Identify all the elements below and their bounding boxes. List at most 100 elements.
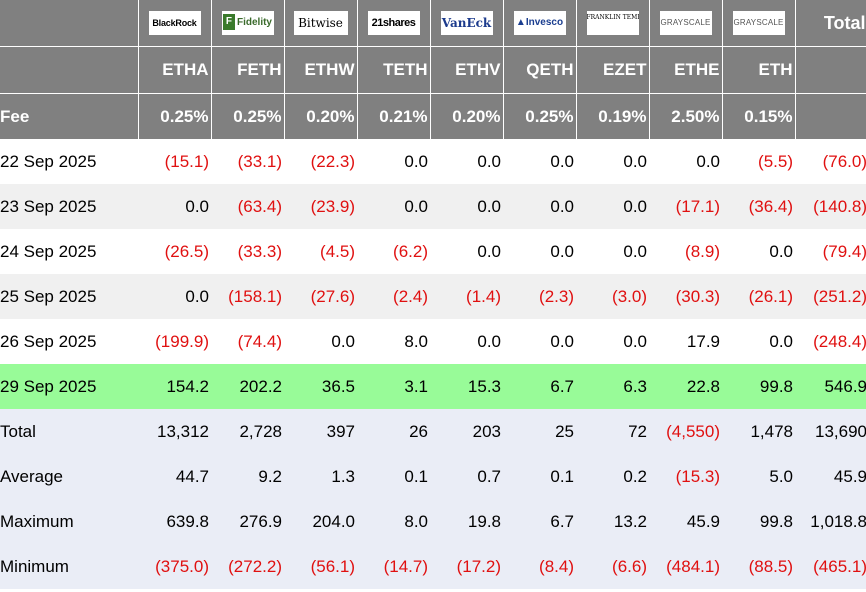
stat-value: 203 [430,409,503,454]
ticker-label: ETH [722,46,796,94]
ticker-label: ETHW [284,46,358,94]
stat-value: 9.2 [211,454,284,499]
stat-value: 0.2 [576,454,649,499]
flow-value: (22.3) [310,151,355,171]
ticker-label: EZET [576,46,650,94]
stat-value: 1,018.8 [795,499,866,544]
stat-value: (8.4) [503,544,576,589]
invesco-logo: ▲Invesco [513,11,566,35]
fee-label: Fee [0,93,139,139]
fee-row: Fee 0.25% 0.25% 0.20% 0.21% 0.20% 0.25% 0.19% 2… [0,93,866,139]
flow-value: 0.0 [550,241,574,261]
flow-row: 22 Sep 2025 (15.1) (33.1) (22.3) 0.0 0.0 0.0 0.… [0,139,866,184]
fee-value: 0.20% [284,93,358,139]
fee-value: 2.50% [649,93,723,139]
stat-value: 44.7 [138,454,211,499]
blackrock-logo: BlackRock [148,11,201,35]
ticker-label: ETHV [430,46,504,94]
row-total-value: (79.4) [822,241,866,261]
stat-label: Average [0,454,138,499]
ticker-label: TETH [357,46,431,94]
stat-value: (6.6) [576,544,649,589]
flow-value: (158.1) [211,274,284,319]
flow-value: 0.0 [769,241,793,261]
total-column-header: Total [795,0,866,47]
stat-value: 45.9 [795,454,866,499]
stat-value: 639.8 [138,499,211,544]
flow-value: (8.9) [685,241,720,261]
fee-value: 0.25% [503,93,577,139]
issuer-logo-cell: F Fidelity [211,0,285,47]
stat-value: 8.0 [357,499,430,544]
flow-row: 29 Sep 2025 154.2 202.2 36.5 3.1 15.3 6.7 6.3 22… [0,364,866,409]
ticker-label: FETH [211,46,285,94]
stat-value: 0.7 [430,454,503,499]
corner-cell [0,0,139,47]
flow-value: (33.1) [237,151,282,171]
flow-value: (3.0) [576,274,649,319]
stat-value: 13.2 [576,499,649,544]
grayscale-logo: GRAYSCALE [732,11,785,35]
flow-value: 0.0 [623,331,647,351]
flow-value: 0.0 [623,151,647,171]
flow-value: 22.8 [649,364,722,409]
flow-value: (199.9) [155,331,209,351]
fee-value: 0.19% [576,93,650,139]
stat-row-maximum: Maximum 639.8 276.9 204.0 8.0 19.8 6.7 13.2 45.9… [0,499,866,544]
issuer-logo-cell: VanEck [430,0,504,47]
stat-value: 25 [503,409,576,454]
stat-value: 397 [284,409,357,454]
stat-value: 45.9 [649,499,722,544]
total-fee-cell [795,93,866,139]
issuer-logo-cell: 21shares [357,0,431,47]
flow-value: (26.5) [164,241,209,261]
flow-value: 0.0 [696,151,720,171]
stat-value: 13,690 [795,409,866,454]
flow-row: 24 Sep 2025 (26.5) (33.3) (4.5) (6.2) 0.0 0.0 0… [0,229,866,274]
stat-value: (465.1) [795,544,866,589]
stat-value: 204.0 [284,499,357,544]
stat-value: 19.8 [430,499,503,544]
flow-value: (74.4) [237,331,282,351]
stat-value: 6.7 [503,499,576,544]
flow-value: 3.1 [357,364,430,409]
stat-row-average: Average 44.7 9.2 1.3 0.1 0.7 0.1 0.2 (15.3) 5.0 45… [0,454,866,499]
flow-value: 0.0 [503,184,576,229]
flow-value: (15.1) [164,151,209,171]
stat-value: (17.2) [430,544,503,589]
flow-value: 15.3 [430,364,503,409]
flow-value: 0.0 [769,331,793,351]
fidelity-f-icon: F [222,14,235,31]
flow-value: (63.4) [211,184,284,229]
flow-value: (27.6) [284,274,357,319]
stat-value: 99.8 [722,499,795,544]
flow-row: 26 Sep 2025 (199.9) (74.4) 0.0 8.0 0.0 0.0 0.0 1… [0,319,866,364]
flow-value: 0.0 [477,241,501,261]
stat-value: (272.2) [211,544,284,589]
flow-value: (6.2) [393,241,428,261]
flow-value: 0.0 [430,184,503,229]
issuer-logo-cell: GRAYSCALE [649,0,723,47]
date-label: 22 Sep 2025 [0,151,97,171]
flow-value: 0.0 [331,331,355,351]
flow-value: 0.0 [138,184,211,229]
ticker-label: ETHA [138,46,212,94]
fee-value: 0.20% [430,93,504,139]
row-total-value: (248.4) [813,331,866,351]
stat-value: 5.0 [722,454,795,499]
flow-value: 0.0 [576,184,649,229]
fee-value: 0.21% [357,93,431,139]
fidelity-logo: F Fidelity [221,11,274,35]
row-total-value: (140.8) [795,184,866,229]
flow-value: (1.4) [430,274,503,319]
flow-value: (26.1) [722,274,795,319]
stat-value: (15.3) [649,454,722,499]
stat-value: 1.3 [284,454,357,499]
flow-value: 0.0 [477,331,501,351]
stat-value: 276.9 [211,499,284,544]
stat-row-minimum: Minimum (375.0) (272.2) (56.1) (14.7) (17.2)(… [0,544,866,589]
flow-value: 154.2 [138,364,211,409]
issuer-logo-cell: ▲Invesco [503,0,577,47]
flow-value: (17.1) [649,184,722,229]
flow-value: 0.0 [477,151,501,171]
